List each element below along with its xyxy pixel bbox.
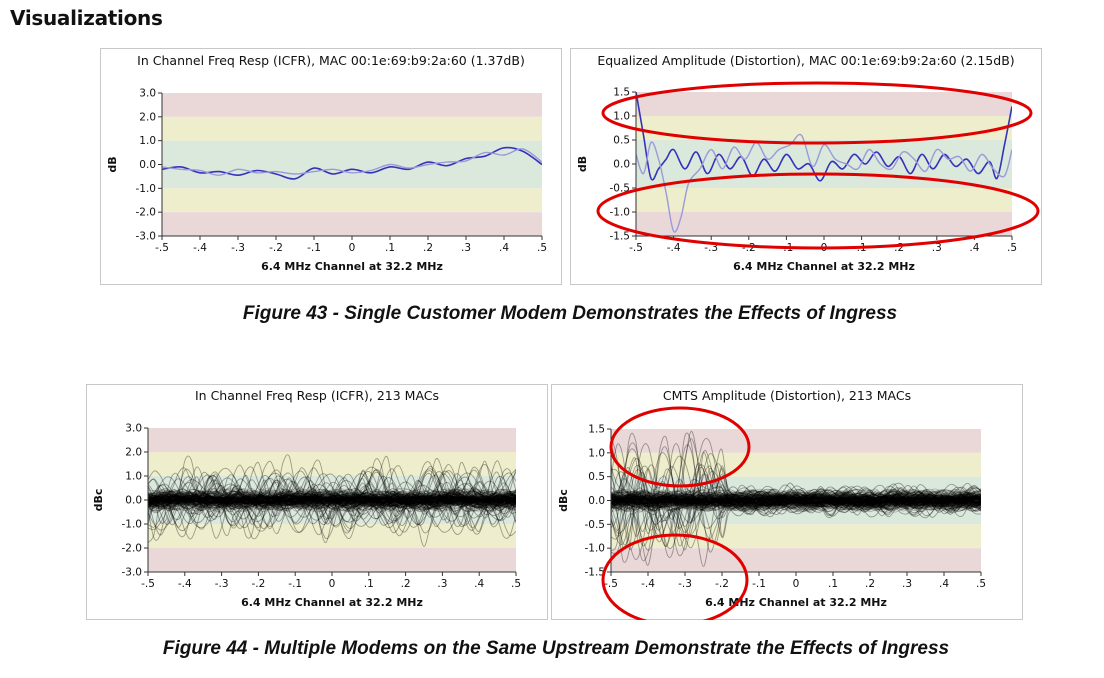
y-tick-label: 2.0 [125,447,142,459]
y-tick-label: -3.0 [122,567,143,579]
y-tick-label: -1.0 [585,543,606,555]
x-tick-label: -.2 [269,242,283,254]
x-tick-label: -.1 [307,242,321,254]
x-tick-label: .4 [969,242,979,254]
x-tick-label: .1 [364,578,374,590]
x-tick-label: .3 [902,578,912,590]
x-axis-label: 6.4 MHz Channel at 32.2 MHz [733,260,915,273]
chart-title: Equalized Amplitude (Distortion), MAC 00… [597,53,1014,68]
y-tick-label: -3.0 [136,231,157,243]
y-tick-label: -2.0 [136,207,157,219]
x-tick-label: .5 [1007,242,1017,254]
x-tick-label: 0 [329,578,336,590]
y-tick-label: -0.5 [585,519,606,531]
x-axis-label: 6.4 MHz Channel at 32.2 MHz [261,260,443,273]
x-tick-label: .5 [511,578,521,590]
x-tick-label: -.4 [667,242,681,254]
y-tick-label: 0.0 [588,495,605,507]
band-upper-outer [148,428,516,452]
y-axis-label: dB [106,156,119,172]
y-tick-label: 3.0 [139,88,156,100]
chart-fig43-eq: Equalized Amplitude (Distortion), MAC 00… [570,48,1042,285]
x-tick-label: -.2 [715,578,729,590]
y-tick-label: 1.0 [588,447,605,459]
y-tick-label: -2.0 [122,543,143,555]
x-tick-label: 0 [349,242,356,254]
y-tick-label: 1.0 [613,111,630,123]
y-axis-label: dBc [557,489,570,512]
x-tick-label: -.4 [641,578,655,590]
x-tick-label: .4 [939,578,949,590]
band-inner [162,141,542,189]
x-tick-label: .1 [828,578,838,590]
x-tick-label: .4 [474,578,484,590]
band-lower-outer [148,548,516,572]
band-upper-outer [636,92,1012,116]
chart-fig44-eq: CMTS Amplitude (Distortion), 213 MACs -1.… [551,384,1023,620]
x-tick-label: .3 [461,242,471,254]
chart-fig43-icfr: In Channel Freq Resp (ICFR), MAC 00:1e:6… [100,48,562,285]
y-tick-label: 0.5 [613,135,630,147]
y-tick-label: -1.0 [136,183,157,195]
x-tick-label: -.5 [629,242,643,254]
x-tick-label: .5 [537,242,547,254]
y-tick-label: -1.0 [122,519,143,531]
band-lower-mid [636,188,1012,212]
x-tick-label: -.5 [155,242,169,254]
x-tick-label: -.3 [231,242,245,254]
y-axis-label: dBc [92,489,105,512]
y-tick-label: 0.0 [125,495,142,507]
band-upper-mid [162,117,542,141]
band-lower-outer [162,212,542,236]
x-tick-label: .4 [499,242,509,254]
chart-title: In Channel Freq Resp (ICFR), 213 MACs [195,388,439,403]
band-lower-mid [162,188,542,212]
x-tick-label: -.3 [678,578,692,590]
x-tick-label: 0 [793,578,800,590]
y-tick-label: -1.0 [610,207,631,219]
y-tick-label: 0.5 [588,471,605,483]
x-tick-label: .2 [423,242,433,254]
y-tick-label: 1.0 [125,471,142,483]
chart-fig44-icfr: In Channel Freq Resp (ICFR), 213 MACs -3.… [86,384,548,620]
x-tick-label: -.1 [288,578,302,590]
x-tick-label: -.5 [141,578,155,590]
x-tick-label: .2 [865,578,875,590]
figure43-caption: Figure 43 - Single Customer Modem Demons… [100,303,1040,325]
band-lower-outer [636,212,1012,236]
x-tick-label: -.4 [178,578,192,590]
x-tick-label: .5 [976,578,986,590]
y-tick-label: 0.0 [613,159,630,171]
x-tick-label: .2 [401,578,411,590]
y-tick-label: 1.0 [139,135,156,147]
chart-title: CMTS Amplitude (Distortion), 213 MACs [663,388,911,403]
figure44-caption: Figure 44 - Multiple Modems on the Same … [86,638,1026,660]
page-heading: Visualizations [10,6,163,30]
y-tick-label: 0.0 [139,159,156,171]
x-tick-label: -.1 [752,578,766,590]
band-upper-outer [162,93,542,117]
x-tick-label: -.2 [742,242,756,254]
x-tick-label: .1 [385,242,395,254]
x-tick-label: .3 [437,578,447,590]
y-axis-label: dB [576,156,589,172]
chart-title: In Channel Freq Resp (ICFR), MAC 00:1e:6… [137,53,525,68]
y-tick-label: 3.0 [125,423,142,435]
x-tick-label: -.3 [215,578,229,590]
x-tick-label: -.4 [193,242,207,254]
x-tick-label: -.2 [251,578,265,590]
y-tick-label: 2.0 [139,111,156,123]
y-tick-label: 1.5 [588,424,605,436]
x-tick-label: -.5 [604,578,618,590]
x-axis-label: 6.4 MHz Channel at 32.2 MHz [241,596,423,609]
y-tick-label: 1.5 [613,87,630,99]
y-tick-label: -1.5 [610,231,631,243]
